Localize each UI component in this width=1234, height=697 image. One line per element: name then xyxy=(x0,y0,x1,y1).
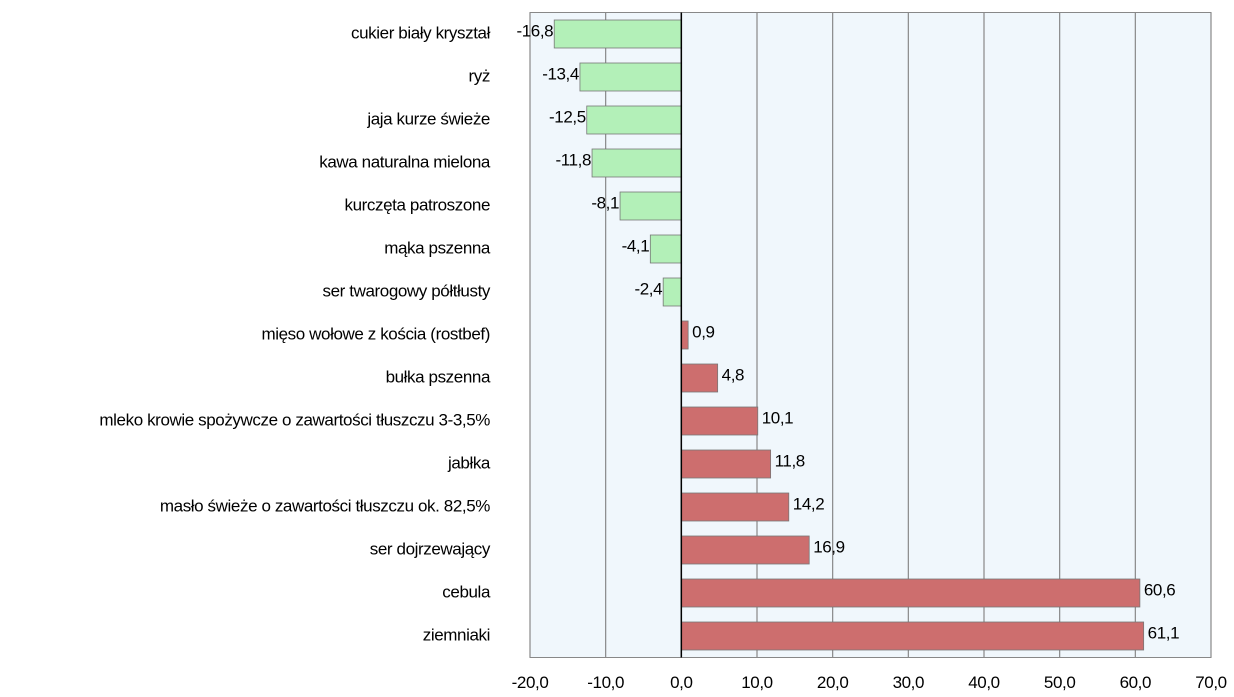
bar xyxy=(662,277,682,307)
category-label: mleko krowie spożywcze o zawartości tłus… xyxy=(99,410,490,429)
x-tick-label: 0,0 xyxy=(670,673,692,692)
x-tick-label: 30,0 xyxy=(893,673,925,692)
value-label: 16,9 xyxy=(813,537,845,556)
bar xyxy=(680,406,759,436)
x-tick-label: -20,0 xyxy=(512,673,549,692)
category-label: kawa naturalna mielona xyxy=(319,152,491,171)
value-label: -8,1 xyxy=(591,193,619,212)
value-label: 11,8 xyxy=(775,451,805,470)
value-label: 60,6 xyxy=(1144,580,1176,599)
category-label: jabłka xyxy=(447,453,491,472)
category-label: jaja kurze świeże xyxy=(366,109,490,128)
bar xyxy=(680,449,772,479)
bar xyxy=(553,19,682,49)
value-label: -2,4 xyxy=(634,279,662,298)
x-tick-label: 70,0 xyxy=(1195,673,1227,692)
x-tick-label: 20,0 xyxy=(817,673,849,692)
x-tick-label: 50,0 xyxy=(1044,673,1076,692)
x-tick-label: 60,0 xyxy=(1120,673,1152,692)
bar xyxy=(680,535,810,565)
value-label: 14,2 xyxy=(793,494,825,513)
bar xyxy=(680,578,1141,608)
value-label: -13,4 xyxy=(542,64,579,83)
category-label: ryż xyxy=(469,66,490,85)
bar xyxy=(680,320,689,350)
value-label: 61,1 xyxy=(1148,623,1180,642)
bar xyxy=(619,191,682,221)
category-label: cebula xyxy=(442,582,491,601)
bar xyxy=(680,492,790,522)
bar xyxy=(680,363,719,393)
x-tick-label: 10,0 xyxy=(741,673,773,692)
bar xyxy=(586,105,682,135)
category-label: bułka pszenna xyxy=(386,367,491,386)
category-label: ser twarogowy półtłusty xyxy=(323,281,491,300)
x-tick-label: 40,0 xyxy=(968,673,1000,692)
category-label: mięso wołowe z kościa (rostbef) xyxy=(261,324,490,343)
category-label: ser dojrzewający xyxy=(370,539,491,558)
bar xyxy=(591,148,682,178)
value-label: 0,9 xyxy=(692,322,714,341)
category-label: cukier biały kryształ xyxy=(351,23,491,42)
value-label: 4,8 xyxy=(722,365,744,384)
category-label: masło świeże o zawartości tłuszczu ok. 8… xyxy=(160,496,490,515)
value-label: -16,8 xyxy=(516,21,553,40)
bar xyxy=(579,62,682,92)
value-label: -4,1 xyxy=(622,236,650,255)
value-label: -11,8 xyxy=(556,150,592,169)
x-tick-label: -10,0 xyxy=(587,673,624,692)
bar xyxy=(649,234,682,264)
value-label: 10,1 xyxy=(762,408,794,427)
category-label: ziemniaki xyxy=(423,625,490,644)
category-label: mąka pszenna xyxy=(384,238,491,257)
bar xyxy=(680,621,1145,651)
value-label: -12,5 xyxy=(549,107,586,126)
category-label: kurczęta patroszone xyxy=(345,195,490,214)
